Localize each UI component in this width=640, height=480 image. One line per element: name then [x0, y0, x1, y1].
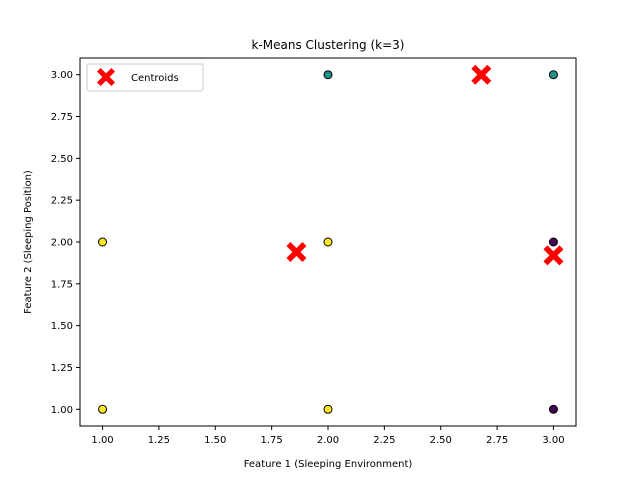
y-axis-ticks: 1.00 1.25 1.50 1.75 2.00 2.25 2.50 2.75 3.00 [51, 70, 80, 416]
data-points [98, 70, 558, 414]
y-tick-label: 1.75 [51, 279, 73, 290]
y-tick-label: 1.00 [51, 405, 73, 416]
x-tick-label: 1.00 [91, 435, 113, 446]
data-point [548, 404, 558, 414]
y-tick-label: 1.25 [51, 363, 73, 374]
data-point [323, 237, 333, 247]
x-tick-label: 1.25 [148, 435, 170, 446]
x-axis-label: Feature 1 (Sleeping Environment) [244, 459, 413, 470]
x-axis-ticks: 1.00 1.25 1.50 1.75 2.00 2.25 2.50 2.75 3.00 [91, 426, 565, 446]
y-axis-label: Feature 2 (Sleeping Position) [23, 170, 34, 314]
data-point [98, 237, 108, 247]
x-tick-label: 2.75 [486, 435, 508, 446]
y-tick-label: 1.50 [51, 321, 73, 332]
data-point [323, 70, 333, 80]
data-point [548, 70, 558, 80]
x-tick-label: 1.75 [261, 435, 283, 446]
y-tick-label: 2.25 [51, 196, 73, 207]
y-tick-label: 2.00 [51, 238, 73, 249]
x-tick-label: 2.25 [373, 435, 395, 446]
legend-box [86, 63, 204, 92]
data-point [548, 237, 558, 247]
y-tick-label: 2.50 [51, 154, 73, 165]
legend-x-icon [97, 68, 115, 86]
legend-label-centroids: Centroids [131, 73, 179, 84]
x-tick-label: 3.00 [542, 435, 564, 446]
legend: Centroids [86, 63, 204, 92]
centroid-markers [286, 64, 564, 266]
y-tick-label: 2.75 [51, 112, 73, 123]
centroid-marker [286, 242, 307, 263]
legend-centroid-marker [97, 68, 115, 86]
x-tick-label: 2.50 [430, 435, 452, 446]
x-tick-label: 1.50 [204, 435, 226, 446]
centroid-marker [471, 64, 492, 85]
y-tick-label: 3.00 [51, 70, 73, 81]
centroid-marker [543, 245, 564, 266]
chart-title: k-Means Clustering (k=3) [251, 38, 404, 52]
x-tick-label: 2.00 [317, 435, 339, 446]
data-point [98, 404, 108, 414]
data-point [323, 404, 333, 414]
